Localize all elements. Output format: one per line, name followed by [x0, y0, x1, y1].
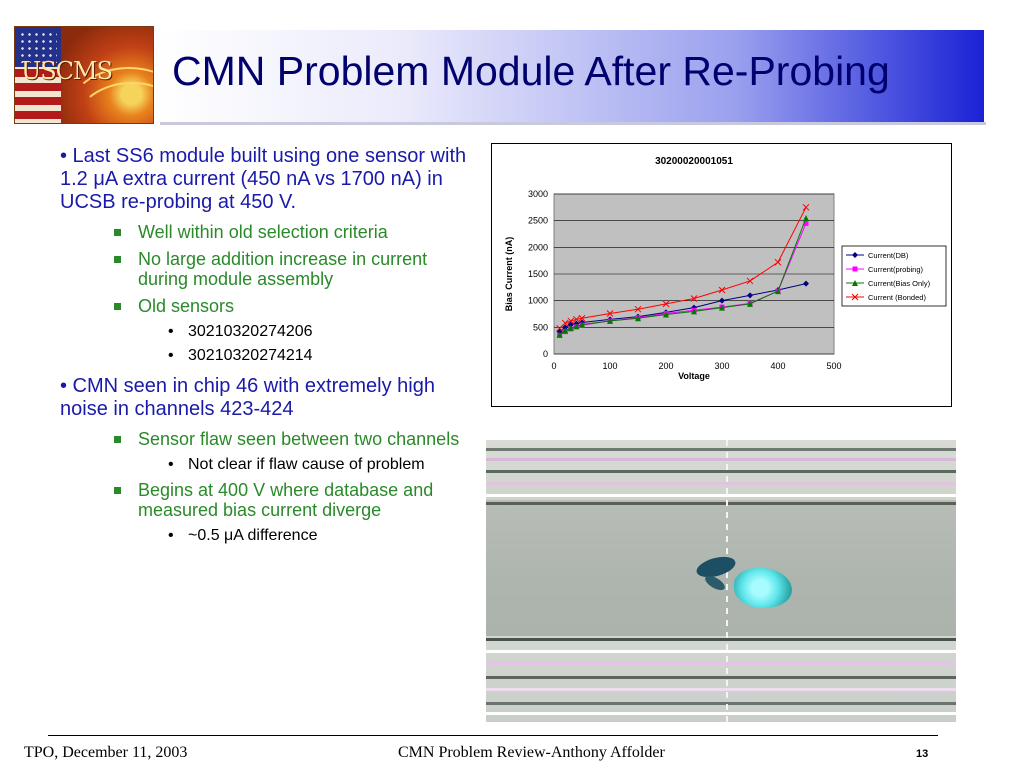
x-tick-label: 200 [658, 361, 673, 371]
chart-title: 30200020001051 [655, 156, 733, 167]
bullet-level2: Well within old selection criteria [60, 222, 472, 242]
data-point [802, 203, 810, 211]
dot-bullet-icon: • [168, 456, 174, 473]
data-point [747, 292, 753, 299]
data-point [662, 300, 670, 308]
data-point [852, 266, 858, 272]
y-tick-label: 3000 [528, 189, 548, 199]
data-point [663, 311, 669, 318]
us-cms-logo: USCMS [14, 26, 154, 124]
footer-date: TPO, December 11, 2003 [24, 744, 188, 761]
x-axis-label: Voltage [678, 371, 710, 381]
y-axis-label: Bias Current (nA) [504, 237, 514, 312]
x-tick-label: 500 [826, 361, 841, 371]
data-point [562, 324, 569, 331]
chart-svg: 0 500 1000 1500 2000 2500 3000 0 100 200 300 400 500… [504, 156, 947, 381]
square-bullet-icon [114, 229, 121, 236]
square-bullet-icon [114, 256, 121, 263]
data-point [607, 317, 613, 324]
legend-label: Current(Bias Only) [868, 279, 931, 288]
data-point [718, 286, 726, 294]
data-point [719, 304, 725, 311]
bullet-level1: • Last SS6 module built using one sensor… [60, 145, 467, 213]
y-tick-label: 2000 [528, 242, 548, 252]
data-point [803, 280, 809, 287]
data-point [606, 310, 614, 317]
data-point [562, 327, 569, 334]
data-point [556, 325, 563, 332]
slide-title: CMN Problem Module After Re-Probing [172, 48, 890, 94]
y-tick-label: 0 [543, 349, 548, 359]
data-point [573, 315, 580, 323]
data-point [567, 317, 575, 325]
bullet-level2: No large addition increase in current du… [60, 249, 472, 289]
data-point [747, 300, 753, 307]
logo-text-us: US [21, 57, 57, 85]
title-banner [158, 30, 986, 125]
data-point [851, 293, 859, 301]
logo-text-cms: CMS [55, 57, 113, 85]
sensor-flaw-micrograph [486, 440, 956, 722]
sensor-flaw [734, 568, 792, 608]
data-point [690, 295, 698, 302]
bullet-level3: • 30210320274214 [168, 347, 313, 364]
bullet-level2: Begins at 400 V where database and measu… [60, 480, 472, 520]
legend-box [841, 245, 947, 307]
bullet-level1: • CMN seen in chip 46 with extremely hig… [60, 375, 435, 420]
data-point [634, 305, 642, 313]
data-point [567, 321, 574, 328]
x-tick-label: 300 [714, 361, 729, 371]
bullet-list: • Last SS6 module built using one sensor… [60, 145, 472, 551]
y-tick-label: 500 [533, 322, 548, 332]
data-point [775, 288, 781, 295]
y-tick-label: 2500 [528, 216, 548, 226]
data-point [803, 220, 809, 226]
legend-label: Current(DB) [868, 251, 909, 260]
x-tick-label: 0 [551, 361, 556, 371]
logo-text: USCMS [21, 57, 113, 85]
data-point [803, 215, 809, 221]
dot-bullet-icon: • [168, 527, 174, 544]
bullet-level3: • 30210320274206 [168, 323, 313, 340]
square-bullet-icon [114, 303, 121, 310]
bias-current-chart: 0 500 1000 1500 2000 2500 3000 0 100 200 300 400 500… [491, 143, 952, 407]
y-tick-label: 1000 [528, 296, 548, 306]
x-tick-label: 100 [602, 361, 617, 371]
data-point [635, 315, 641, 322]
footer-divider [48, 735, 938, 736]
legend-label: Current(probing) [868, 265, 924, 274]
data-point [774, 258, 782, 266]
data-point [746, 277, 754, 285]
bullet-level3: • ~0.5 μA difference [168, 527, 318, 544]
bullet-level3: • Not clear if flaw cause of problem [168, 456, 425, 473]
x-tick-label: 400 [770, 361, 785, 371]
footer-presenter: CMN Problem Review-Anthony Affolder [398, 744, 665, 761]
square-bullet-icon [114, 436, 121, 443]
data-point [719, 297, 725, 304]
bullet-level2: Sensor flaw seen between two channels [60, 429, 472, 449]
dot-bullet-icon: • [168, 323, 174, 340]
page-number: 13 [916, 748, 929, 760]
bullet-level2: Old sensors [60, 296, 472, 316]
data-point [852, 280, 858, 286]
logo-star-field [15, 27, 61, 67]
square-bullet-icon [114, 487, 121, 494]
data-point [691, 308, 697, 315]
data-point [561, 319, 569, 327]
y-tick-label: 1500 [528, 269, 548, 279]
data-point [573, 323, 580, 330]
data-point [556, 331, 563, 338]
data-point [579, 321, 585, 328]
data-point [578, 314, 586, 322]
legend-label: Current (Bonded) [868, 293, 926, 302]
data-point [567, 324, 574, 331]
dot-bullet-icon: • [168, 347, 174, 364]
data-point [852, 252, 858, 258]
